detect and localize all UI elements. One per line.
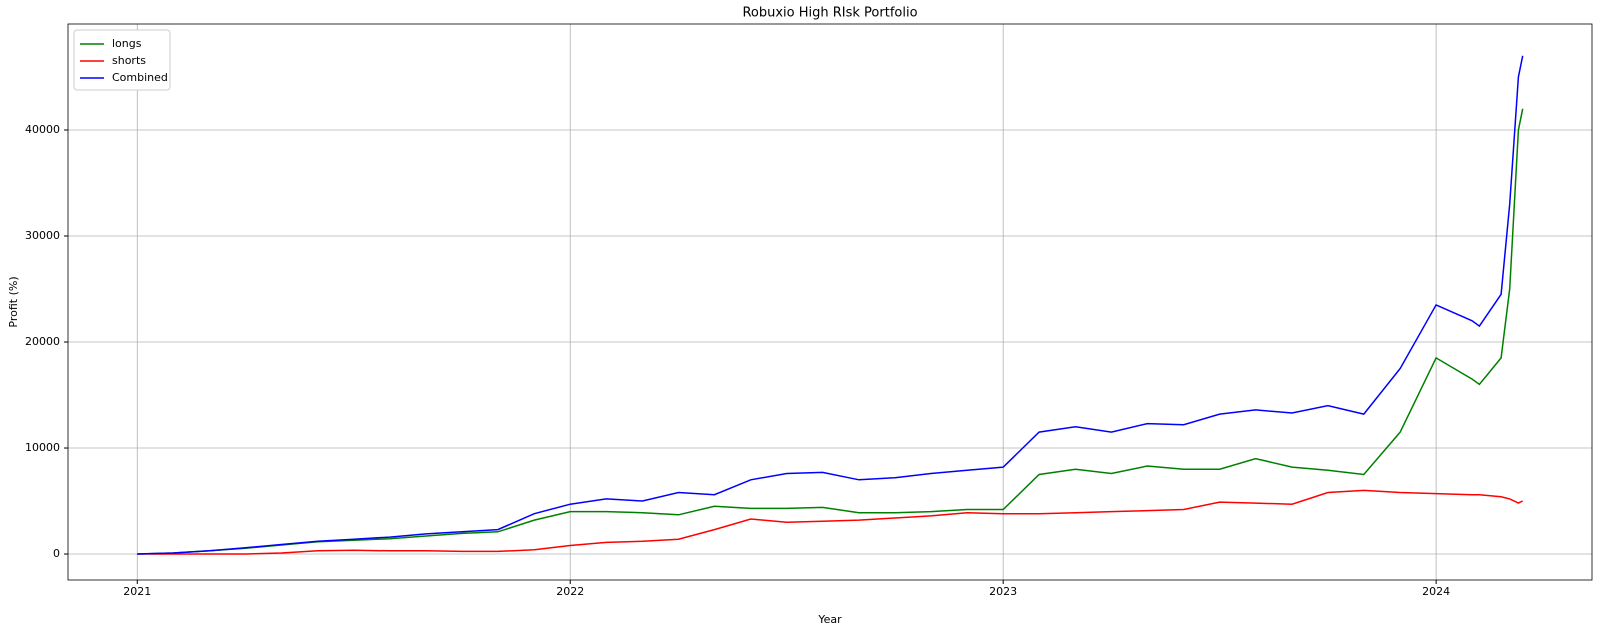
plot-frame: [67, 23, 1593, 581]
x-tick-label: 2021: [123, 585, 151, 598]
x-tick-label: 2022: [556, 585, 584, 598]
y-tick-label: 10000: [25, 441, 60, 454]
legend-label: longs: [112, 37, 142, 50]
y-tick-label: 0: [53, 547, 60, 560]
line-series: [137, 55, 1524, 555]
legend-label: Combined: [112, 71, 168, 84]
y-tick-label: 40000: [25, 123, 60, 136]
x-axis-label: Year: [817, 613, 842, 626]
line-series: [137, 489, 1524, 555]
legend-label: shorts: [112, 54, 146, 67]
y-tick-label: 20000: [25, 335, 60, 348]
chart-title: Robuxio High RIsk Portfolio: [742, 6, 917, 21]
x-tick-label: 2024: [1422, 585, 1450, 598]
legend-box: [73, 29, 171, 91]
y-tick-label: 30000: [25, 229, 60, 242]
x-tick-label: 2023: [989, 585, 1017, 598]
line-series: [137, 108, 1524, 555]
y-axis-label: Profit (%): [7, 276, 20, 327]
